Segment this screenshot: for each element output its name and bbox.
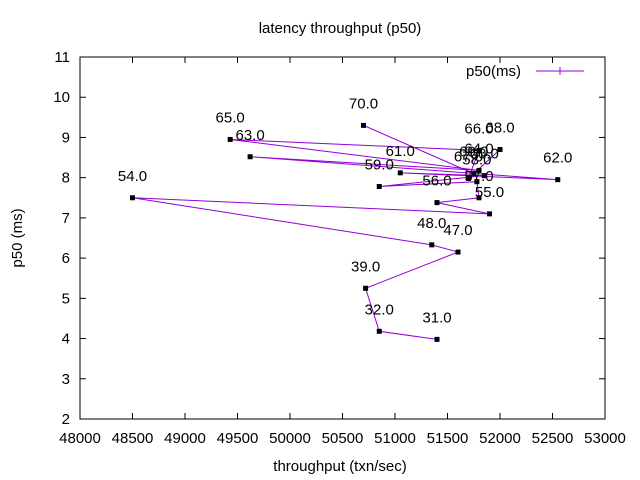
- data-point: [476, 195, 482, 201]
- series-polyline: [132, 124, 558, 340]
- data-label: 65.0: [216, 109, 245, 126]
- y-tick-label: 10: [53, 89, 70, 106]
- data-point: [397, 170, 403, 176]
- legend-label: p50(ms): [466, 63, 521, 80]
- x-axis-title: throughput (txn/sec): [273, 458, 406, 475]
- data-point: [487, 211, 492, 217]
- data-label: 62.0: [543, 150, 572, 167]
- data-point: [497, 147, 503, 153]
- data-point: [376, 184, 382, 190]
- data-point: [555, 177, 561, 183]
- x-tick-label: 52500: [532, 430, 574, 447]
- x-tick-label: 51500: [427, 430, 469, 447]
- data-point: [429, 242, 435, 248]
- y-tick-label: 11: [54, 49, 70, 66]
- data-point: [363, 285, 369, 291]
- data-point: [227, 136, 233, 142]
- x-tick-label: 53000: [584, 430, 626, 447]
- data-label: 54.0: [118, 168, 147, 185]
- y-axis-title: p50 (ms): [9, 208, 26, 267]
- data-point: [434, 336, 440, 342]
- data-label: 31.0: [422, 309, 451, 326]
- y-axis: 2 3 4 5 6 7 8 9 10 11: [53, 49, 605, 428]
- legend: p50(ms): [466, 63, 584, 80]
- data-point: [476, 147, 482, 153]
- data-label: 55.0: [475, 184, 504, 201]
- data-label: 60.0: [470, 146, 499, 163]
- data-point: [455, 249, 461, 255]
- y-tick-label: 8: [62, 170, 70, 187]
- data-point: [481, 173, 487, 179]
- point-labels: 31.0 32.0 39.0 47.048.0 54.0 55.0 56.0 57.058.0…: [118, 95, 572, 326]
- x-tick-label: 49000: [164, 430, 206, 447]
- chart-title: latency throughput (p50): [259, 20, 422, 37]
- data-label: 59.0: [365, 157, 394, 174]
- y-tick-label: 9: [62, 129, 70, 146]
- x-tick-label: 50000: [269, 430, 311, 447]
- series-line: [132, 124, 558, 340]
- data-label: 69.0: [459, 144, 488, 161]
- data-label: 58.0: [462, 152, 491, 169]
- data-point: [247, 154, 253, 160]
- data-label: 48.0: [417, 215, 446, 232]
- data-label: 68.0: [485, 120, 514, 137]
- series-points: [130, 122, 561, 342]
- data-label: 61.0: [386, 143, 415, 160]
- data-label: 67.0: [454, 148, 483, 165]
- x-axis: 48000 48500 49000 49500 50000 50500 51000 51500…: [59, 57, 626, 447]
- y-tick-label: 4: [62, 331, 70, 348]
- data-point: [361, 122, 366, 128]
- x-tick-label: 52000: [479, 430, 521, 447]
- x-tick-label: 48000: [59, 430, 101, 447]
- data-label: 66.0: [464, 120, 493, 137]
- data-label: 70.0: [349, 95, 378, 112]
- x-tick-label: 51000: [374, 430, 416, 447]
- x-tick-label: 50500: [322, 430, 364, 447]
- data-label: 63.0: [235, 127, 264, 144]
- y-tick-label: 6: [62, 250, 70, 267]
- data-point: [466, 175, 471, 181]
- data-label: 64.0: [464, 140, 493, 157]
- data-label: 39.0: [351, 258, 380, 275]
- y-tick-label: 7: [62, 210, 70, 227]
- data-point: [434, 200, 440, 206]
- data-label: 56.0: [422, 173, 451, 190]
- plot-frame: [79, 56, 606, 420]
- x-tick-label: 49500: [217, 430, 259, 447]
- data-label: 47.0: [443, 222, 472, 239]
- y-tick-label: 2: [62, 411, 70, 428]
- data-point: [471, 171, 477, 177]
- data-point: [474, 179, 480, 185]
- y-tick-label: 5: [62, 290, 70, 307]
- x-tick-label: 48500: [112, 430, 154, 447]
- y-tick-label: 3: [62, 371, 70, 388]
- data-point: [130, 195, 135, 201]
- data-label: 57.0: [464, 168, 493, 185]
- data-label: 32.0: [365, 301, 394, 318]
- data-point: [476, 167, 482, 173]
- data-point: [376, 328, 382, 334]
